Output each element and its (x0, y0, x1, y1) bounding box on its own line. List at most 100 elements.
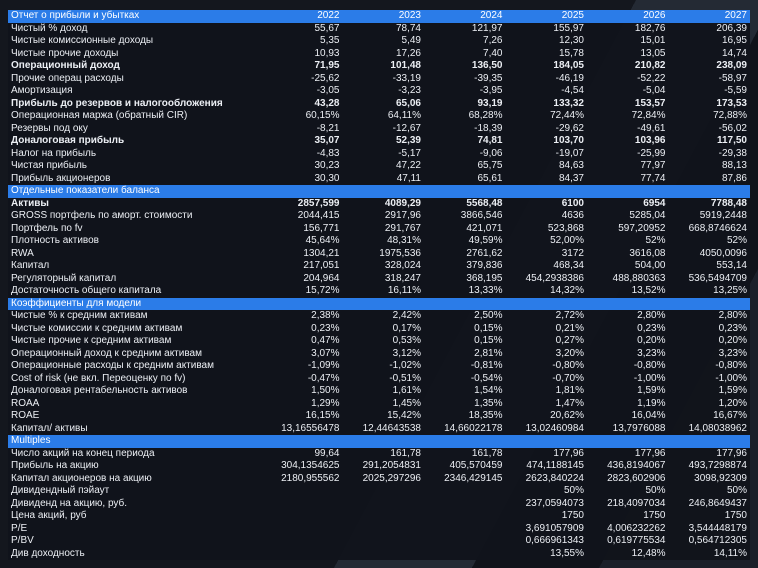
cell-value: 6100 (561, 197, 584, 209)
cell-value: 50% (563, 485, 584, 496)
row-label: Доналоговая прибыль (11, 135, 125, 146)
cell-value: 50% (726, 485, 747, 496)
table-row: GROSS портфель по аморт. стоимости 2044,4… (8, 210, 750, 223)
cell-value: 3866,546 (460, 210, 503, 221)
cell-value: 71,95 (314, 60, 340, 71)
cell-value: 291,767 (384, 222, 421, 234)
cell-value: 10,93 (314, 47, 340, 59)
cell-value: 177,96 (553, 447, 584, 459)
cell-value: 48,31% (387, 235, 421, 246)
table-row: Чистая прибыль 30,23 47,22 65,75 84,63 77,97 8… (8, 160, 750, 173)
row-label: Доналоговая рентабельность активов (11, 385, 188, 396)
cell-value: -0,80% (552, 360, 584, 371)
cell-value: 1,81% (555, 385, 584, 396)
cell-value: 1750 (561, 510, 584, 521)
cell-value: 177,96 (634, 447, 666, 459)
cell-value: 87,86 (721, 172, 747, 184)
table-row: P/BV 0,666961343 0,619775534 0,564712305 (8, 535, 750, 548)
cell-value: 1,45% (392, 397, 421, 409)
cell-value: 93,19 (477, 97, 503, 109)
cell-value: -3,95 (479, 85, 503, 96)
row-label: P/E (11, 522, 28, 534)
table-row: Дивидендный пэйаут 50% 50% 50% (8, 485, 750, 498)
cell-value: 0,564712305 (688, 535, 747, 546)
row-label: Чистые комиссии к средним активам (11, 322, 183, 334)
cell-value: -29,62 (555, 122, 584, 134)
cell-value: 47,11 (396, 172, 421, 184)
cell-value: 553,14 (716, 260, 747, 271)
cell-value: 155,97 (553, 22, 584, 34)
cell-value: 12,48% (631, 547, 666, 559)
cell-value: 3,544448179 (688, 522, 747, 534)
section-header-row: Отчет о прибыли и убытках 2022 2023 2024 202… (8, 10, 750, 23)
cell-value: -5,04 (642, 85, 666, 96)
row-label: ROAE (11, 410, 40, 421)
cell-value: 173,53 (716, 97, 747, 109)
cell-value: 4050,0096 (699, 247, 747, 259)
row-label: Прибыль на акцию (11, 460, 99, 471)
cell-value: 52% (726, 235, 747, 246)
table-row: Cost of risk (не вкл. Переоценку по fv) -… (8, 373, 750, 386)
row-label: RWA (11, 247, 34, 259)
cell-value: 15,78 (558, 47, 584, 59)
cell-value: 18,35% (468, 410, 503, 421)
cell-value: 1,61% (392, 385, 421, 396)
cell-value: 2,42% (392, 310, 421, 321)
row-label: Див доходность (11, 547, 85, 559)
cell-value: -49,61 (637, 122, 666, 134)
cell-value: 454,2938386 (525, 272, 584, 284)
row-label: Капитал/ активы (11, 422, 88, 434)
cell-value: 2,80% (718, 310, 747, 321)
cell-value: 16,95 (721, 35, 747, 46)
cell-value: 0,20% (637, 335, 666, 346)
year-column-header: 2024 (480, 10, 503, 21)
cell-value: 52,39 (395, 135, 421, 146)
cell-value: 0,17% (392, 322, 421, 334)
cell-value: 2917,96 (384, 210, 421, 221)
cell-value: 3,691057909 (525, 522, 584, 534)
cell-value: 3,23% (637, 347, 666, 359)
cell-value: -29,38 (718, 147, 747, 159)
cell-value: 47,22 (395, 160, 421, 171)
cell-value: 318,247 (384, 272, 421, 284)
table-row: ROAA 1,29% 1,45% 1,35% 1,47% 1,19% 1,20% (8, 398, 750, 411)
cell-value: 7,26 (483, 35, 503, 46)
cell-value: 16,67% (713, 410, 747, 421)
cell-value: 15,72% (305, 285, 340, 296)
cell-value: 13,7976088 (612, 422, 666, 434)
cell-value: 217,051 (303, 260, 340, 271)
table-row: Амортизация -3,05 -3,23 -3,95 -4,54 -5,04 -5,5… (8, 85, 750, 98)
cell-value: 0,23% (718, 322, 747, 334)
cell-value: 1,54% (474, 385, 503, 396)
row-label: Чистый % доход (11, 22, 88, 34)
table-row: Регуляторный капитал 204,964 318,247 368,19… (8, 273, 750, 286)
cell-value: 474,1188145 (526, 460, 584, 471)
cell-value: -52,22 (637, 72, 666, 84)
year-column-header: 2025 (561, 10, 584, 21)
table-row: Чистые комиссии к средним активам 0,23% 0,… (8, 323, 750, 336)
cell-value: -0,81% (470, 360, 503, 371)
cell-value: 0,23% (637, 322, 666, 334)
cell-value: 504,00 (634, 260, 666, 271)
table-row: Див доходность 13,55% 12,48% 14,11% (8, 548, 750, 561)
cell-value: 2761,62 (466, 247, 503, 259)
cell-value: 238,09 (716, 60, 747, 71)
table-row: Операционный доход к средним активам 3,07… (8, 348, 750, 361)
row-label: P/BV (11, 535, 34, 546)
cell-value: 493,7298874 (688, 460, 747, 471)
section-header-row: Multiples (8, 435, 750, 448)
cell-value: 17,26 (395, 47, 421, 59)
cell-value: 210,82 (634, 60, 666, 71)
table-row: Число акций на конец периода 99,64 161,78 1… (8, 448, 750, 461)
table-row: Активы 2857,599 4089,29 5568,48 6100 6954 7788… (8, 198, 750, 211)
row-label: Чистые прочие к средним активам (11, 335, 172, 346)
table-row: Чистые % к средним активам 2,38% 2,42% 2,50… (8, 310, 750, 323)
table-row: Чистые комиссионные доходы 5,35 5,49 7,26 12… (8, 35, 750, 48)
row-label: Число акций на конец периода (11, 447, 155, 459)
cell-value: 74,81 (477, 135, 503, 146)
cell-value: -12,67 (392, 122, 421, 134)
table-row: Операционная маржа (обратный CIR) 60,15% 6… (8, 110, 750, 123)
cell-value: 20,62% (550, 410, 584, 421)
cell-value: -9,06 (479, 147, 503, 159)
cell-value: 0,23% (311, 322, 340, 334)
